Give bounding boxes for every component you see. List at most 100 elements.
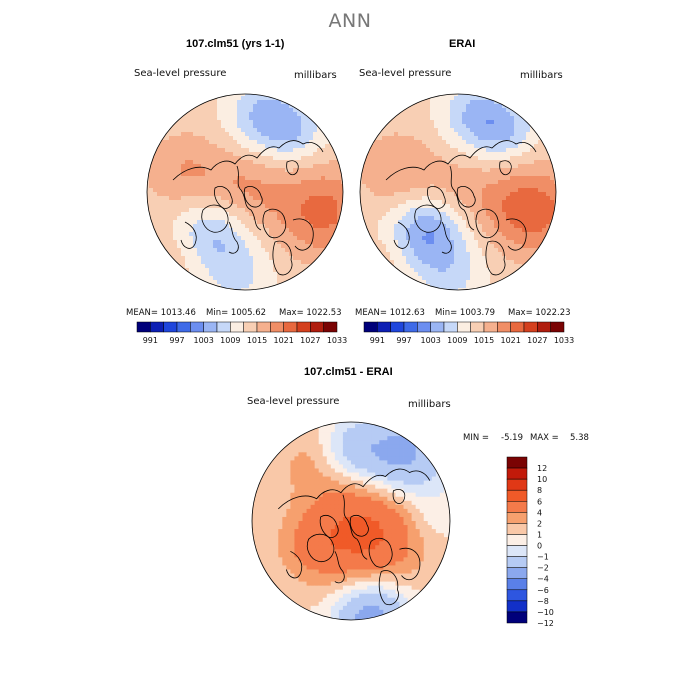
panel-2-cell	[546, 196, 551, 201]
panel-1-cell	[309, 180, 314, 185]
panel-1-cell	[269, 236, 274, 241]
panel-2-cell	[426, 104, 431, 109]
panel-2-cell	[494, 156, 499, 161]
panel-2-cell	[458, 192, 463, 197]
panel-1-cell	[301, 212, 306, 217]
panel-1-cell	[173, 160, 178, 165]
panel-2-cell	[506, 152, 511, 157]
panel-1-cell	[261, 196, 266, 201]
panel-2-cell	[362, 184, 367, 189]
panel-1-cell	[285, 284, 290, 289]
panel-2-cell	[434, 244, 439, 249]
panel-2-cell	[534, 100, 539, 105]
panel-2-cell	[534, 136, 539, 141]
panel-2-cell	[418, 200, 423, 205]
panel-2-cell	[506, 160, 511, 165]
panel-1-cell	[169, 196, 174, 201]
panel-2-cell	[426, 240, 431, 245]
panel-1-cell	[189, 188, 194, 193]
panel-2-cell	[414, 216, 419, 221]
panel-1-cell	[153, 176, 158, 181]
panel-2-cell	[410, 252, 415, 257]
panel-2-cell	[362, 256, 367, 261]
panel-2-cell	[402, 256, 407, 261]
panel-1-cell	[289, 280, 294, 285]
panel-1-cell	[161, 276, 166, 281]
panel-1-cell	[165, 240, 170, 245]
panel-2-cell	[450, 112, 455, 117]
panel-1-cell	[229, 108, 234, 113]
panel-1-cell	[205, 236, 210, 241]
panel-2-cell	[514, 152, 519, 157]
panel-1-cell	[225, 104, 230, 109]
panel-2-cell	[514, 280, 519, 285]
panel-1-cell	[237, 256, 242, 261]
panel-1-cell	[165, 168, 170, 173]
panel-1-cell	[245, 164, 250, 169]
panel-2-cell	[494, 236, 499, 241]
panel-1-cell	[273, 116, 278, 121]
panel-1-cell	[217, 288, 222, 290]
panel-2-cell	[546, 156, 551, 161]
panel-1-cell	[197, 128, 202, 133]
panel-2-cell	[414, 264, 419, 269]
panel-2-cell	[474, 204, 479, 209]
panel-1-cell	[325, 204, 330, 209]
panel-1-cell	[285, 148, 290, 153]
panel-1-cell	[233, 224, 238, 229]
panel-1-cell	[197, 276, 202, 281]
panel-1-colorbar-swatch	[136, 321, 151, 333]
panel-1-cell	[337, 244, 342, 249]
panel-2-cell	[482, 148, 487, 153]
panel-2-cell	[462, 124, 467, 129]
panel-1-cell	[305, 96, 310, 101]
panel-2-cell	[450, 216, 455, 221]
panel-1-cell	[153, 160, 158, 165]
panel-1-cell	[209, 272, 214, 277]
panel-1-cell	[257, 212, 262, 217]
panel-2-cell	[370, 128, 375, 133]
panel-1-cell	[221, 164, 226, 169]
panel-2-cell	[534, 220, 539, 225]
panel-1-cell	[193, 156, 198, 161]
panel-2-cell	[414, 272, 419, 277]
panel-1-cell	[181, 272, 186, 277]
panel-1-cell	[229, 132, 234, 137]
panel-1-cell	[157, 188, 162, 193]
panel-1-cell	[333, 120, 338, 125]
panel-2-cell	[434, 280, 439, 285]
panel-2-cell	[482, 220, 487, 225]
panel-2-cell	[394, 132, 399, 137]
panel-1-cell	[221, 212, 226, 217]
panel-2-cell	[458, 256, 463, 261]
panel-1-cell	[281, 220, 286, 225]
panel-1-cell	[205, 180, 210, 185]
panel-1-cell	[209, 268, 214, 273]
panel-2-cell	[386, 212, 391, 217]
panel-1-cell	[253, 228, 258, 233]
panel-2-cell	[442, 108, 447, 113]
panel-2-cell	[418, 172, 423, 177]
panel-2-cell	[506, 216, 511, 221]
panel-1-cell	[181, 260, 186, 265]
panel-1-cell	[157, 180, 162, 185]
panel-2-cell	[478, 144, 483, 149]
panel-2-cell	[462, 284, 467, 289]
panel-2-cell	[414, 136, 419, 141]
panel-1-cell	[197, 224, 202, 229]
panel-2-cell	[522, 276, 527, 281]
panel-2-cell	[382, 156, 387, 161]
panel-1-cell	[305, 124, 310, 129]
panel-2-cell	[458, 248, 463, 253]
panel-2-cell	[362, 172, 367, 177]
panel-2-cell	[450, 144, 455, 149]
panel-1-cell	[317, 188, 322, 193]
panel-2-cell	[394, 200, 399, 205]
panel-1-cell	[289, 200, 294, 205]
panel-1-cell	[147, 108, 150, 113]
panel-2-cell	[514, 144, 519, 149]
panel-1-cell	[181, 200, 186, 205]
panel-2-cell	[514, 212, 519, 217]
panel-2-cell	[394, 96, 399, 101]
panel-2-cell	[378, 124, 383, 129]
